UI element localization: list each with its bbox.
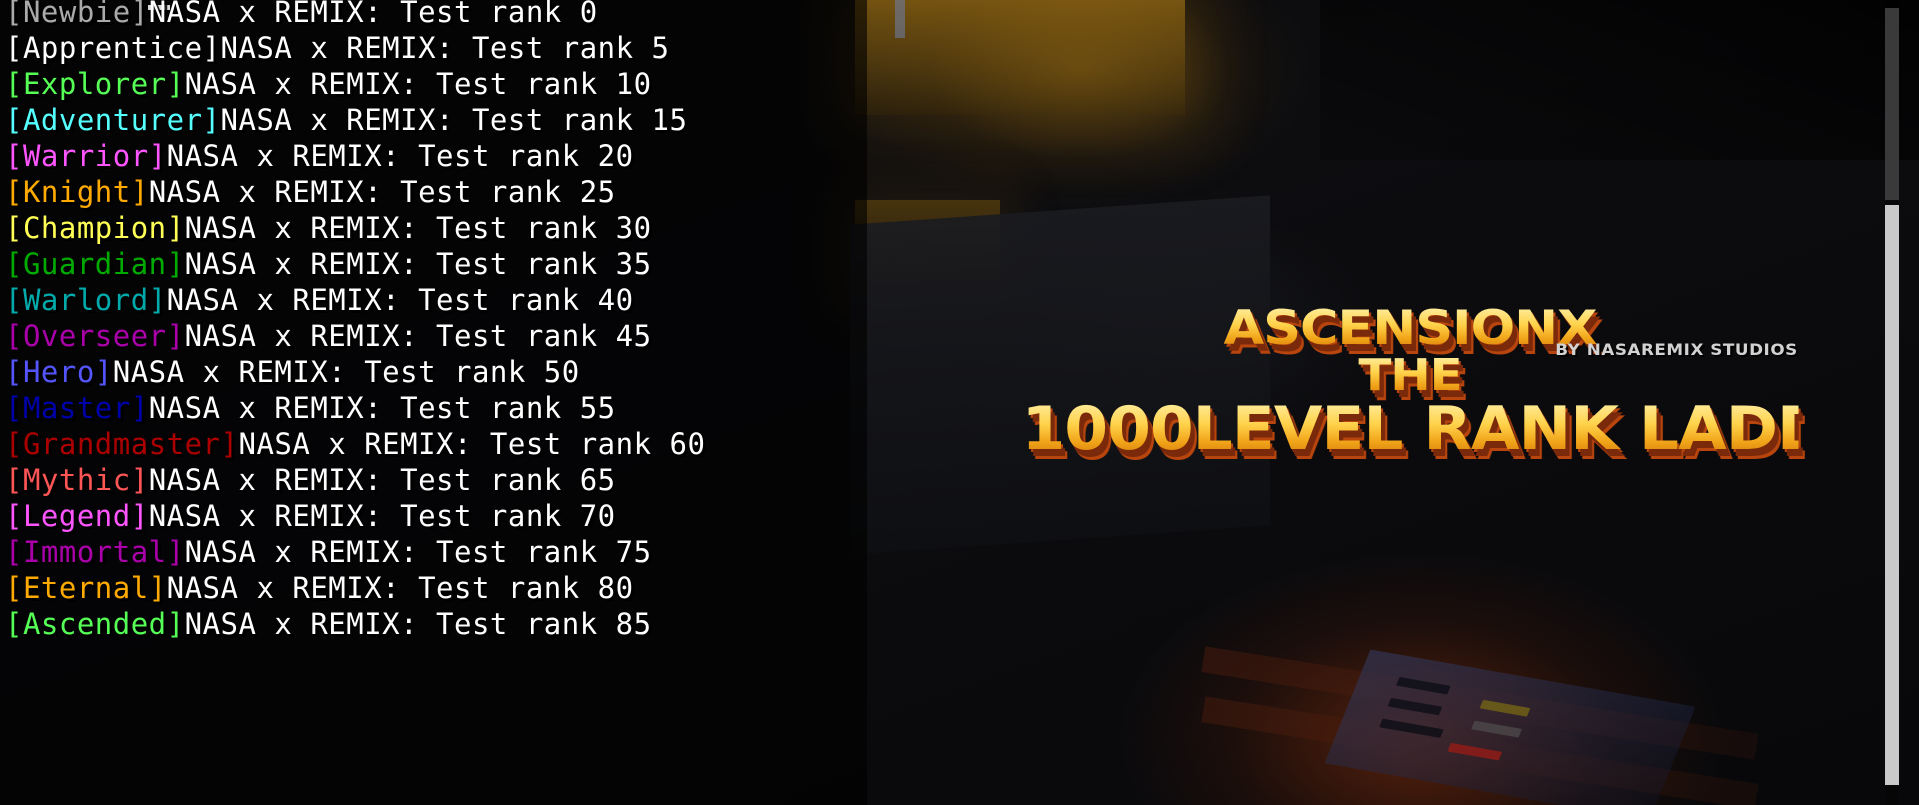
chat-rank-tag: [Overseer]	[5, 319, 185, 353]
chat-rank-tag: [Newbie]	[5, 0, 149, 29]
chat-line: [Newbie]NASA x REMIX: Test rank 0	[5, 0, 872, 30]
sign-line	[1447, 742, 1503, 761]
world-sign-panel	[1324, 649, 1696, 805]
chat-line: [Legend]NASA x REMIX: Test rank 70	[5, 498, 872, 534]
chat-rank-tag: [Hero]	[5, 355, 113, 389]
sign-line	[1479, 699, 1531, 717]
chat-message-text: NASA x REMIX: Test rank 40	[166, 283, 634, 317]
sign-line	[1471, 720, 1522, 738]
chat-rank-tag: [Adventurer]	[5, 103, 221, 137]
chat-line: [Guardian]NASA x REMIX: Test rank 35	[5, 246, 872, 282]
chat-rank-tag: [Knight]	[5, 175, 149, 209]
chat-line: [Warrior]NASA x REMIX: Test rank 20	[5, 138, 872, 174]
chat-line: [Apprentice]NASA x REMIX: Test rank 5	[5, 30, 872, 66]
chat-message-text: NASA x REMIX: Test rank 35	[184, 247, 652, 281]
chat-rank-tag: [Eternal]	[5, 571, 167, 605]
chat-line-partial-top	[148, 5, 170, 10]
chat-rank-tag: [Champion]	[5, 211, 185, 245]
chat-line: [Champion]NASA x REMIX: Test rank 30	[5, 210, 872, 246]
chat-line: [Master]NASA x REMIX: Test rank 55	[5, 390, 872, 426]
chat-line: [Knight]NASA x REMIX: Test rank 25	[5, 174, 872, 210]
chat-rank-tag: [Master]	[5, 391, 149, 425]
chat-scrollbar-thumb[interactable]	[1885, 205, 1899, 785]
chat-message-list: [Newbie]NASA x REMIX: Test rank 0 [Appren…	[5, 0, 872, 642]
chat-rank-tag: [Legend]	[5, 499, 149, 533]
chat-rank-tag: [Explorer]	[5, 67, 185, 101]
chat-message-text: NASA x REMIX: Test rank 10	[184, 67, 652, 101]
chat-message-text: NASA x REMIX: Test rank 30	[184, 211, 652, 245]
chat-line: [Hero]NASA x REMIX: Test rank 50	[5, 354, 872, 390]
chat-scrollbar-upper-track[interactable]	[1885, 8, 1899, 200]
chat-rank-tag: [Ascended]	[5, 607, 185, 641]
blue-block-accent	[895, 0, 905, 38]
ceiling-shadow	[1320, 0, 1919, 160]
chat-message-text: NASA x REMIX: Test rank 0	[148, 0, 598, 29]
sign-line	[1396, 676, 1451, 695]
chat-line: [Adventurer]NASA x REMIX: Test rank 15	[5, 102, 872, 138]
chat-rank-tag: [Guardian]	[5, 247, 185, 281]
sign-line	[1387, 697, 1443, 716]
chat-rank-tag: [Apprentice]	[5, 31, 221, 65]
chat-rank-tag: [Warrior]	[5, 139, 167, 173]
chat-rank-tag: [Warlord]	[5, 283, 167, 317]
chat-line: [Overseer]NASA x REMIX: Test rank 45	[5, 318, 872, 354]
chat-rank-tag: [Immortal]	[5, 535, 185, 569]
chat-message-text: NASA x REMIX: Test rank 5	[220, 31, 670, 65]
chat-message-text: NASA x REMIX: Test rank 15	[220, 103, 688, 137]
chat-message-text: NASA x REMIX: Test rank 85	[184, 607, 652, 641]
chat-message-text: NASA x REMIX: Test rank 75	[184, 535, 652, 569]
sign-line	[1379, 718, 1444, 738]
chat-line: [Eternal]NASA x REMIX: Test rank 80	[5, 570, 872, 606]
chat-line: [Mythic]NASA x REMIX: Test rank 65	[5, 462, 872, 498]
chat-message-text: NASA x REMIX: Test rank 65	[148, 463, 616, 497]
chat-message-text: NASA x REMIX: Test rank 20	[166, 139, 634, 173]
chat-panel[interactable]: [Newbie]NASA x REMIX: Test rank 0 [Appren…	[0, 0, 867, 805]
chat-rank-tag: [Mythic]	[5, 463, 149, 497]
chat-message-text: NASA x REMIX: Test rank 80	[166, 571, 634, 605]
lit-block-cluster	[855, 0, 1185, 115]
chat-message-text: NASA x REMIX: Test rank 25	[148, 175, 616, 209]
chat-line: [Explorer]NASA x REMIX: Test rank 10	[5, 66, 872, 102]
chat-message-text: NASA x REMIX: Test rank 70	[148, 499, 616, 533]
chat-message-text: NASA x REMIX: Test rank 45	[184, 319, 652, 353]
floor-slab	[850, 195, 1270, 555]
chat-line: [Immortal]NASA x REMIX: Test rank 75	[5, 534, 872, 570]
chat-message-text: NASA x REMIX: Test rank 60	[238, 427, 706, 461]
chat-line: [Ascended]NASA x REMIX: Test rank 85	[5, 606, 872, 642]
chat-message-text: NASA x REMIX: Test rank 55	[148, 391, 616, 425]
chat-line: [Grandmaster]NASA x REMIX: Test rank 60	[5, 426, 872, 462]
chat-line: [Warlord]NASA x REMIX: Test rank 40	[5, 282, 872, 318]
chat-message-text: NASA x REMIX: Test rank 50	[112, 355, 580, 389]
chat-rank-tag: [Grandmaster]	[5, 427, 239, 461]
